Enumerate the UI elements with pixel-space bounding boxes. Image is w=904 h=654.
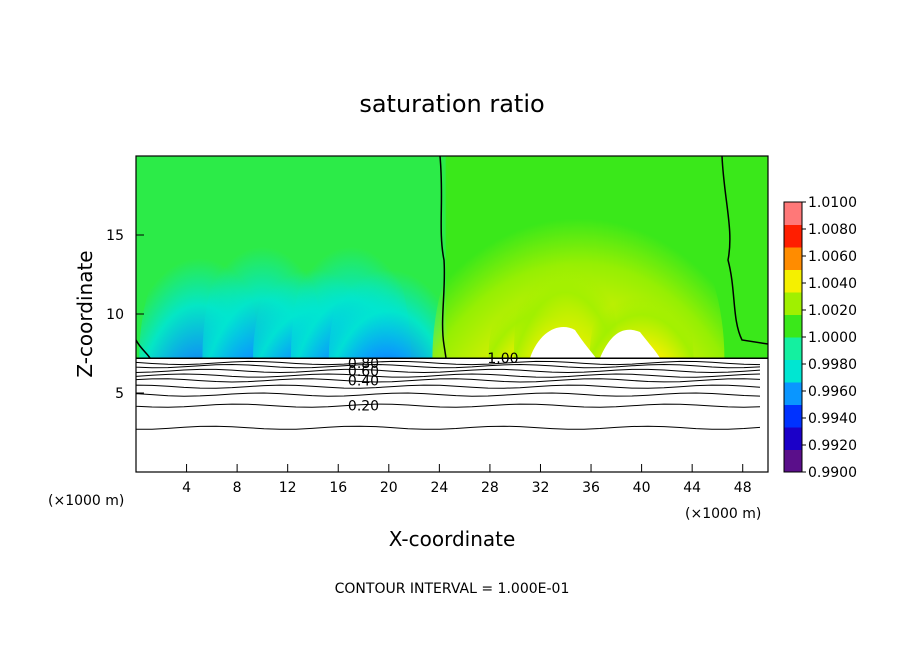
colorbar-tick-label-9: 0.9920: [808, 438, 857, 454]
x-unit-left: (×1000 m): [48, 493, 124, 509]
colorbar-tick-label-8: 0.9940: [808, 411, 857, 427]
x-tick-label-4: 4: [182, 480, 191, 496]
cloud-core-left: [530, 327, 596, 358]
colorbar-tick-label-10: 0.9900: [808, 465, 857, 481]
x-tick-label-28: 28: [481, 480, 499, 496]
chart-title: saturation ratio: [359, 90, 544, 118]
colorbar-band-2: [784, 404, 802, 428]
colorbar-band-0: [784, 449, 802, 473]
contour-lines: 0.800.600.400.20: [136, 356, 768, 430]
colorbar-tick-label-2: 1.0060: [808, 249, 857, 265]
colorbar-tick-label-7: 0.9960: [808, 384, 857, 400]
colorbar: 1.0100 1.0080 1.0060 1.0040 1.0020 1.0000 0.99…: [783, 195, 857, 481]
colorbar-band-11: [784, 202, 802, 225]
contour-line-0: [136, 360, 761, 366]
cloud-core-right: [600, 329, 660, 358]
contour-line-4: [136, 378, 761, 383]
x-tick-label-8: 8: [233, 480, 242, 496]
x-tick-label-32: 32: [532, 480, 550, 496]
colorbar-band-8: [784, 269, 802, 293]
plot-area: 0.800.600.400.20 1.00: [136, 156, 768, 472]
x-unit-right: (×1000 m): [685, 506, 761, 522]
contour-label-0-40: 0.40: [348, 373, 379, 389]
contour-label-0-80: 0.80: [348, 356, 379, 372]
colorbar-band-1: [784, 427, 802, 450]
x-tick-label-48: 48: [734, 480, 752, 496]
colorbar-band-5: [784, 337, 802, 360]
y-tick-label-5: 5: [115, 386, 124, 402]
contour-line-1: [136, 363, 761, 369]
unity-contour-edge: [136, 339, 151, 359]
contour-interval-note: CONTOUR INTERVAL = 1.000E-01: [335, 581, 570, 597]
x-tick-label-40: 40: [633, 480, 651, 496]
y-axis: 5 10 15: [106, 228, 144, 402]
colorbar-band-10: [784, 224, 802, 248]
colorbar-band-9: [784, 247, 802, 270]
x-tick-label-16: 16: [329, 480, 347, 496]
colorbar-band-4: [784, 359, 802, 383]
contour-line-3: [136, 373, 761, 378]
x-tick-label-44: 44: [683, 480, 701, 496]
unity-contour-left: [439, 156, 447, 359]
y-axis-label: Z-coordinate: [73, 250, 97, 377]
colorbar-bands: [784, 202, 802, 473]
colorbar-tick-label-4: 1.0020: [808, 303, 857, 319]
x-axis-label: X-coordinate: [389, 527, 516, 551]
colorbar-tick-label-6: 0.9980: [808, 357, 857, 373]
contour-label-0-20: 0.20: [348, 399, 379, 415]
contour-line-2: [136, 368, 761, 374]
colorbar-band-7: [784, 292, 802, 315]
x-axis: 4 8 12 16 20 24 28 32 36 40 44 48: [182, 464, 752, 496]
colorbar-band-3: [784, 382, 802, 405]
colorbar-ticks: 1.0100 1.0080 1.0060 1.0040 1.0020 1.0000 0.99…: [802, 195, 857, 481]
colorbar-tick-label-3: 1.0040: [808, 276, 857, 292]
x-tick-label-36: 36: [582, 480, 600, 496]
contour-line-5: [136, 384, 761, 389]
colorbar-tick-label-5: 1.0000: [808, 330, 857, 346]
colorbar-tick-label-0: 1.0100: [808, 195, 857, 211]
contour-line-6: [136, 392, 761, 397]
colorbar-band-6: [784, 314, 802, 338]
x-tick-label-12: 12: [279, 480, 297, 496]
colorbar-tick-label-1: 1.0080: [808, 222, 857, 238]
unity-contour-right: [721, 156, 768, 345]
contour-label-1-00: 1.00: [487, 351, 518, 367]
y-tick-label-10: 10: [106, 307, 124, 323]
x-tick-label-20: 20: [380, 480, 398, 496]
y-tick-label-15: 15: [106, 228, 124, 244]
contour-line-8: [136, 425, 761, 430]
contour-line-7: [136, 403, 761, 408]
x-tick-label-24: 24: [430, 480, 448, 496]
